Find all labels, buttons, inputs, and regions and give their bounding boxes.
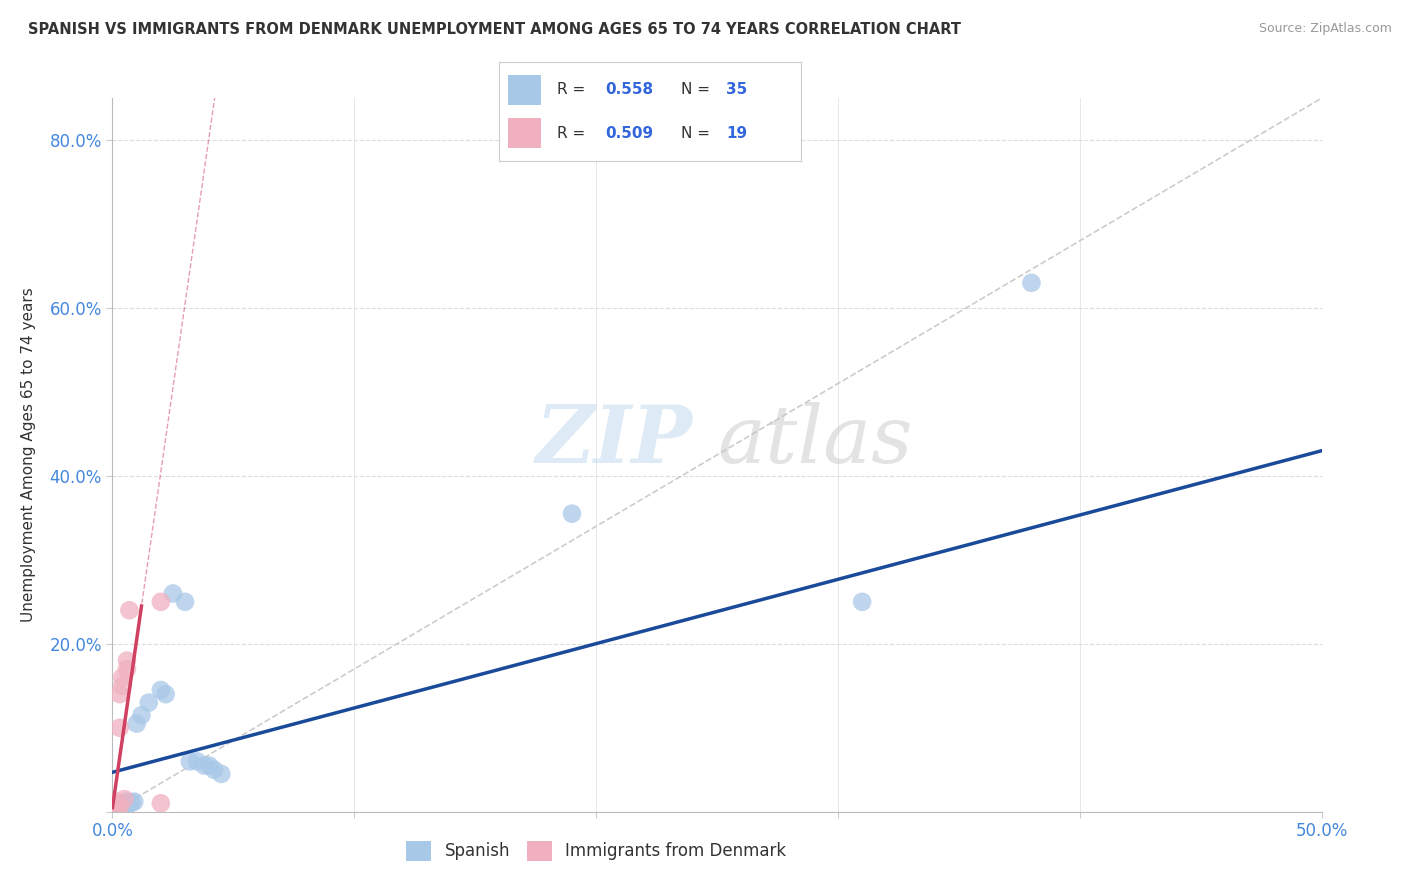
Text: Source: ZipAtlas.com: Source: ZipAtlas.com	[1258, 22, 1392, 36]
Point	[125, 716, 148, 731]
Point	[122, 795, 145, 809]
Point	[202, 763, 225, 777]
Point	[138, 696, 160, 710]
Point	[108, 801, 131, 815]
Point	[105, 799, 128, 814]
Point	[149, 683, 172, 698]
Point	[115, 654, 138, 668]
FancyBboxPatch shape	[508, 75, 541, 104]
Point	[162, 586, 184, 600]
Point	[115, 797, 138, 812]
Point	[108, 721, 131, 735]
Point	[105, 797, 128, 812]
Point	[179, 755, 201, 769]
Text: SPANISH VS IMMIGRANTS FROM DENMARK UNEMPLOYMENT AMONG AGES 65 TO 74 YEARS CORREL: SPANISH VS IMMIGRANTS FROM DENMARK UNEMP…	[28, 22, 962, 37]
Point	[108, 797, 131, 812]
Point	[115, 662, 138, 676]
Point	[104, 803, 127, 817]
Point	[851, 595, 873, 609]
Text: R =: R =	[557, 82, 589, 97]
Point	[114, 797, 136, 811]
Point	[108, 687, 131, 701]
Point	[111, 670, 134, 684]
Text: N =: N =	[681, 126, 714, 141]
Text: 35: 35	[725, 82, 747, 97]
Point	[149, 797, 172, 811]
Point	[155, 687, 177, 701]
Point	[561, 507, 583, 521]
Text: N =: N =	[681, 82, 714, 97]
Legend: Spanish, Immigrants from Denmark: Spanish, Immigrants from Denmark	[399, 834, 793, 868]
Point	[104, 801, 127, 815]
Text: 19: 19	[725, 126, 747, 141]
Point	[108, 798, 131, 813]
Point	[115, 795, 138, 809]
Point	[131, 708, 153, 723]
Point	[111, 797, 134, 812]
Point	[198, 758, 221, 772]
Y-axis label: Unemployment Among Ages 65 to 74 years: Unemployment Among Ages 65 to 74 years	[21, 287, 35, 623]
Text: 0.558: 0.558	[605, 82, 652, 97]
Point	[111, 800, 134, 814]
Point	[118, 797, 141, 811]
Point	[104, 797, 127, 811]
Point	[114, 799, 136, 814]
Point	[193, 758, 215, 772]
Text: atlas: atlas	[717, 402, 912, 479]
Point	[105, 802, 128, 816]
Point	[111, 679, 134, 693]
Point	[105, 803, 128, 817]
Point	[104, 801, 127, 815]
Point	[105, 802, 128, 816]
Point	[114, 792, 136, 806]
Point	[105, 800, 128, 814]
Point	[186, 755, 208, 769]
Point	[174, 595, 197, 609]
Point	[149, 595, 172, 609]
Point	[209, 767, 232, 781]
Point	[104, 802, 127, 816]
Point	[104, 799, 127, 814]
Point	[104, 803, 127, 817]
Point	[105, 795, 128, 809]
Point	[1021, 276, 1043, 290]
Point	[108, 799, 131, 814]
FancyBboxPatch shape	[508, 119, 541, 148]
Point	[105, 800, 128, 814]
Point	[118, 603, 141, 617]
Text: R =: R =	[557, 126, 589, 141]
Text: 0.509: 0.509	[605, 126, 652, 141]
Point	[121, 796, 143, 810]
Text: ZIP: ZIP	[536, 402, 693, 479]
